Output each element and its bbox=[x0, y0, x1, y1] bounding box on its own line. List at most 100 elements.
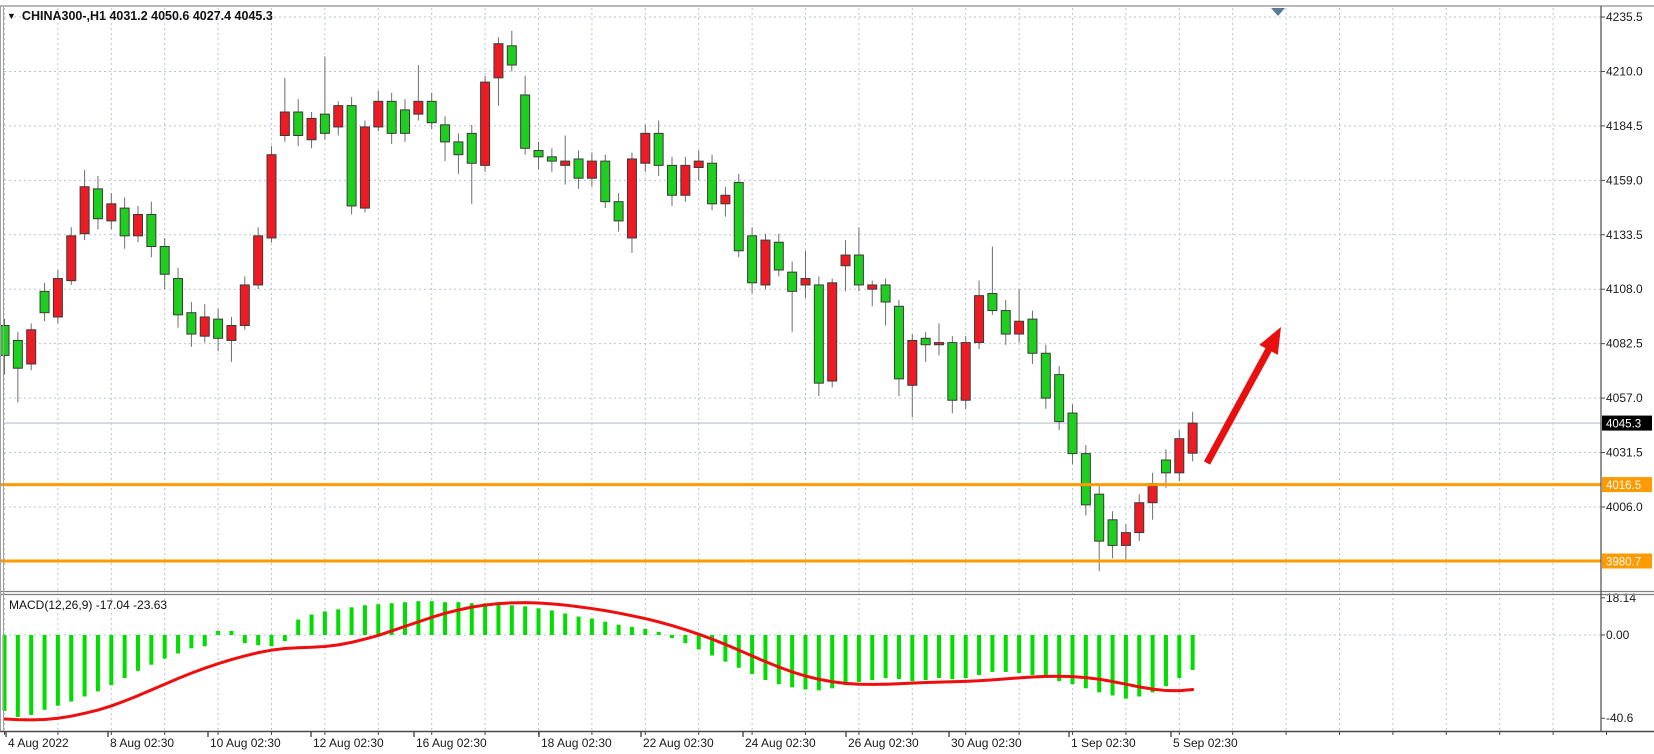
candle-body bbox=[787, 271, 798, 292]
candle-body bbox=[626, 158, 637, 239]
macd-bar bbox=[322, 611, 327, 635]
time-label: 24 Aug 02:30 bbox=[745, 736, 816, 750]
macd-bar bbox=[15, 635, 20, 717]
price-tag-level-text: 3980.7 bbox=[1606, 556, 1641, 568]
macd-bar bbox=[937, 635, 941, 679]
candle-body bbox=[359, 126, 370, 209]
candle-body bbox=[506, 45, 517, 66]
candle-body bbox=[840, 254, 851, 267]
time-label: 22 Aug 02:30 bbox=[643, 736, 714, 750]
candle-body bbox=[1160, 459, 1171, 474]
candle-body bbox=[386, 100, 397, 134]
candle-body bbox=[1147, 482, 1158, 504]
trend-arrow-shaft[interactable] bbox=[1203, 342, 1275, 465]
price-tick-label: 4006.0 bbox=[1606, 500, 1643, 514]
macd-bar bbox=[1083, 635, 1088, 689]
candle-body bbox=[1134, 502, 1145, 534]
candle-body bbox=[333, 105, 344, 128]
macd-tick-label: 0.00 bbox=[1606, 628, 1630, 642]
candle-body bbox=[1080, 453, 1091, 506]
macd-bar bbox=[883, 635, 888, 679]
candle-body bbox=[52, 278, 63, 318]
candle-body bbox=[186, 312, 197, 335]
macd-bar bbox=[376, 604, 381, 635]
macd-bar bbox=[830, 635, 835, 689]
macd-bar bbox=[536, 608, 541, 635]
candle-body bbox=[239, 284, 250, 327]
candle-body bbox=[119, 207, 130, 237]
trend-arrow-head[interactable] bbox=[1259, 327, 1281, 355]
candle-body bbox=[480, 81, 491, 166]
candle-body bbox=[907, 339, 918, 386]
candle-body bbox=[159, 246, 170, 275]
candle-body bbox=[573, 158, 584, 179]
macd-bar bbox=[1110, 635, 1115, 696]
macd-bar bbox=[549, 610, 554, 635]
macd-bar bbox=[443, 602, 448, 635]
macd-bar bbox=[843, 635, 848, 686]
symbol-dropdown-icon[interactable]: ▼ bbox=[7, 10, 16, 21]
time-label: 1 Sep 02:30 bbox=[1071, 736, 1136, 750]
macd-bar bbox=[629, 626, 634, 635]
candle-body bbox=[653, 132, 664, 166]
candle-body bbox=[26, 329, 37, 365]
candle-body bbox=[613, 201, 624, 222]
candle-body bbox=[707, 162, 718, 205]
candle-body bbox=[1054, 374, 1065, 423]
macd-bar bbox=[202, 635, 207, 647]
macd-bar bbox=[162, 635, 167, 659]
macd-bar bbox=[589, 618, 594, 635]
macd-bar bbox=[256, 635, 261, 646]
macd-bar bbox=[149, 635, 154, 665]
candle-body bbox=[92, 188, 103, 220]
macd-bar bbox=[1190, 635, 1195, 670]
macd-bar bbox=[296, 619, 301, 635]
macd-bar bbox=[456, 602, 461, 635]
candle-body bbox=[1174, 438, 1185, 474]
macd-bar bbox=[1043, 635, 1048, 679]
candle-body bbox=[173, 278, 184, 316]
macd-bar bbox=[523, 606, 528, 635]
macd-bar bbox=[576, 616, 581, 635]
time-label: 18 Aug 02:30 bbox=[541, 736, 612, 750]
macd-signal-line bbox=[3, 601, 1195, 722]
macd-bar bbox=[803, 635, 808, 690]
scroll-marker-icon[interactable] bbox=[1271, 8, 1285, 16]
macd-bar bbox=[469, 603, 474, 635]
price-tick-label: 4031.5 bbox=[1606, 446, 1643, 460]
candle-body bbox=[987, 292, 998, 312]
candle-body bbox=[426, 100, 437, 124]
candle-body bbox=[560, 160, 571, 166]
symbol-ohlc-text: CHINA300-,H1 4031.2 4050.6 4027.4 4045.3 bbox=[21, 9, 273, 23]
candle-body bbox=[960, 342, 971, 401]
macd-bar bbox=[176, 635, 181, 654]
macd-tick-label: 18.14 bbox=[1606, 591, 1636, 605]
macd-bar bbox=[643, 628, 648, 635]
macd-bar bbox=[1003, 635, 1008, 672]
candle-body bbox=[0, 325, 10, 356]
candle-body bbox=[867, 284, 878, 290]
macd-bar bbox=[269, 635, 274, 647]
candle-body bbox=[1027, 318, 1038, 354]
macd-bar bbox=[910, 635, 915, 682]
candle-body bbox=[466, 132, 477, 164]
macd-bar bbox=[723, 635, 728, 662]
macd-bar bbox=[242, 635, 247, 644]
macd-bar bbox=[1123, 635, 1128, 699]
candle-body bbox=[346, 105, 357, 207]
macd-bar bbox=[963, 635, 968, 679]
price-tag-current-text: 4045.3 bbox=[1606, 419, 1641, 431]
time-label: 10 Aug 02:30 bbox=[210, 736, 281, 750]
macd-bar bbox=[683, 635, 688, 644]
candle-body bbox=[146, 213, 157, 248]
macd-indicator-label: MACD(12,26,9) -17.04 -23.63 bbox=[9, 598, 168, 612]
candle-body bbox=[293, 111, 304, 136]
macd-bar bbox=[136, 635, 140, 671]
candle-body bbox=[747, 235, 758, 284]
candle-body bbox=[1000, 310, 1011, 335]
macd-bar bbox=[790, 635, 795, 688]
macd-bar bbox=[29, 635, 34, 715]
time-label: 16 Aug 02:30 bbox=[416, 736, 487, 750]
